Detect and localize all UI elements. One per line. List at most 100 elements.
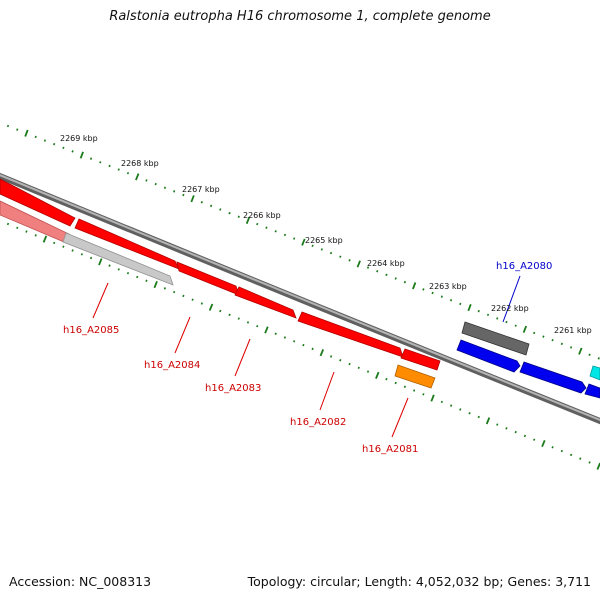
outer-scale-minor-tick — [34, 135, 37, 139]
outer-scale-minor-tick — [560, 342, 563, 346]
inner-scale-major-tick — [153, 280, 158, 289]
outer-scale-major-tick — [522, 325, 528, 333]
gene-arrow-red-1[interactable] — [0, 178, 76, 227]
inner-scale-major-tick — [430, 394, 435, 402]
inner-scale-minor-tick — [394, 381, 397, 385]
inner-scale-minor-tick — [228, 313, 231, 317]
outer-scale-minor-tick — [6, 124, 10, 128]
inner-scale-minor-tick — [339, 358, 342, 362]
outer-scale-minor-tick — [265, 226, 268, 229]
scale-label: 2267 kbp — [182, 185, 220, 194]
inner-scale-minor-tick — [274, 332, 277, 336]
inner-scale-minor-tick — [108, 264, 111, 267]
outer-scale-minor-tick — [173, 190, 176, 193]
outer-scale-minor-tick — [117, 168, 120, 171]
outer-scale-minor-tick — [108, 164, 111, 168]
outer-scale-minor-tick — [219, 208, 222, 211]
gene-arrow-red-3[interactable] — [176, 261, 240, 296]
outer-scale-minor-tick — [256, 222, 259, 226]
gene-arrow-orange[interactable] — [394, 364, 436, 389]
outer-scale-major-tick — [301, 238, 306, 246]
outer-scale-major-tick — [356, 260, 361, 268]
inner-scale-minor-tick — [237, 317, 240, 320]
inner-scale-major-tick — [485, 417, 491, 425]
inner-scale-minor-tick — [256, 325, 259, 328]
outer-scale-minor-tick — [154, 182, 157, 186]
inner-scale-minor-tick — [62, 245, 65, 248]
outer-scale-minor-tick — [89, 157, 93, 160]
outer-scale-minor-tick — [311, 244, 314, 248]
inner-scale-minor-tick — [366, 370, 370, 373]
outer-scale-minor-tick — [209, 204, 213, 208]
outer-scale-minor-tick — [339, 255, 342, 258]
gene-label-h16-a2084[interactable]: h16_A2084 — [144, 360, 200, 371]
gene-arrow-cyan[interactable] — [589, 365, 600, 381]
outer-scale-minor-tick — [228, 211, 231, 215]
scale-label: 2264 kbp — [367, 259, 405, 268]
backbone-ring-highlight — [0, 174, 600, 422]
gene-label-h16-a2080[interactable]: h16_A2080 — [496, 261, 552, 272]
inner-scale-major-tick — [264, 326, 269, 334]
inner-scale-minor-tick — [200, 302, 203, 305]
inner-scale-minor-tick — [302, 343, 305, 347]
gene-arrow-red-6[interactable] — [400, 348, 441, 371]
inner-scale-minor-tick — [182, 294, 185, 298]
inner-scale-minor-tick — [588, 461, 591, 464]
gene-label-h16-a2081[interactable]: h16_A2081 — [362, 444, 418, 455]
inner-scale-minor-tick — [25, 230, 28, 233]
inner-scale-minor-tick — [348, 362, 351, 366]
inner-scale-minor-tick — [89, 256, 93, 260]
inner-scale-minor-tick — [311, 347, 314, 351]
inner-scale-minor-tick — [191, 298, 194, 301]
inner-scale-major-tick — [541, 439, 546, 448]
scale-label: 2266 kbp — [243, 211, 281, 220]
inner-scale-minor-tick — [505, 427, 508, 430]
outer-scale-minor-tick — [459, 302, 462, 306]
inner-scale-minor-tick — [329, 355, 333, 358]
outer-scale-minor-tick — [99, 161, 102, 164]
inner-scale-minor-tick — [468, 412, 471, 415]
outer-scale-minor-tick — [126, 171, 130, 175]
gene-arrow-blue-1[interactable] — [456, 339, 521, 373]
inner-scale-minor-tick — [117, 268, 120, 271]
gene-arrow-dark-grey[interactable] — [461, 321, 530, 356]
outer-scale-minor-tick — [53, 142, 56, 146]
outer-scale-major-tick — [467, 303, 472, 312]
inner-scale-minor-tick — [403, 385, 407, 389]
inner-scale-minor-tick — [496, 423, 499, 426]
inner-scale-minor-tick — [6, 222, 10, 226]
outer-scale-minor-tick — [163, 186, 167, 189]
inner-scale-major-tick — [208, 303, 214, 311]
outer-scale-minor-tick — [496, 317, 499, 320]
map-title: Ralstonia eutropha H16 chromosome 1, com… — [109, 9, 491, 24]
outer-scale-minor-tick — [329, 251, 333, 255]
inner-scale-minor-tick — [80, 253, 83, 256]
outer-scale-minor-tick — [431, 291, 434, 295]
scale-label: 2265 kbp — [305, 236, 343, 245]
inner-scale-minor-tick — [477, 415, 480, 419]
outer-scale-major-tick — [245, 216, 251, 225]
inner-scale-minor-tick — [523, 434, 527, 438]
outer-scale-major-tick — [412, 282, 417, 290]
inner-scale-minor-tick — [413, 389, 416, 392]
gene-label-h16-a2085[interactable]: h16_A2085 — [63, 325, 119, 336]
outer-scale-minor-tick — [551, 338, 554, 342]
outer-scale-minor-tick — [274, 230, 277, 233]
scale-label: 2261 kbp — [554, 326, 592, 335]
outer-scale-minor-tick — [569, 346, 573, 349]
outer-scale-minor-tick — [542, 335, 545, 338]
gene-arrow-blue-3[interactable] — [584, 383, 600, 399]
inner-scale-minor-tick — [449, 404, 453, 407]
outer-scale-minor-tick — [533, 331, 536, 335]
gene-arrow-light-grey[interactable] — [62, 232, 174, 286]
gene-label-h16-a2082[interactable]: h16_A2082 — [290, 417, 346, 428]
scale-ticks — [6, 124, 600, 470]
inner-scale-minor-tick — [246, 321, 250, 324]
gene-label-h16-a2083[interactable]: h16_A2083 — [205, 383, 261, 394]
inner-scale-minor-tick — [459, 408, 462, 411]
inner-scale-minor-tick — [551, 446, 554, 449]
gene-arrow-red-4[interactable] — [234, 286, 297, 319]
inner-scale-minor-tick — [357, 366, 360, 369]
gene-arrow-blue-2[interactable] — [519, 361, 587, 394]
